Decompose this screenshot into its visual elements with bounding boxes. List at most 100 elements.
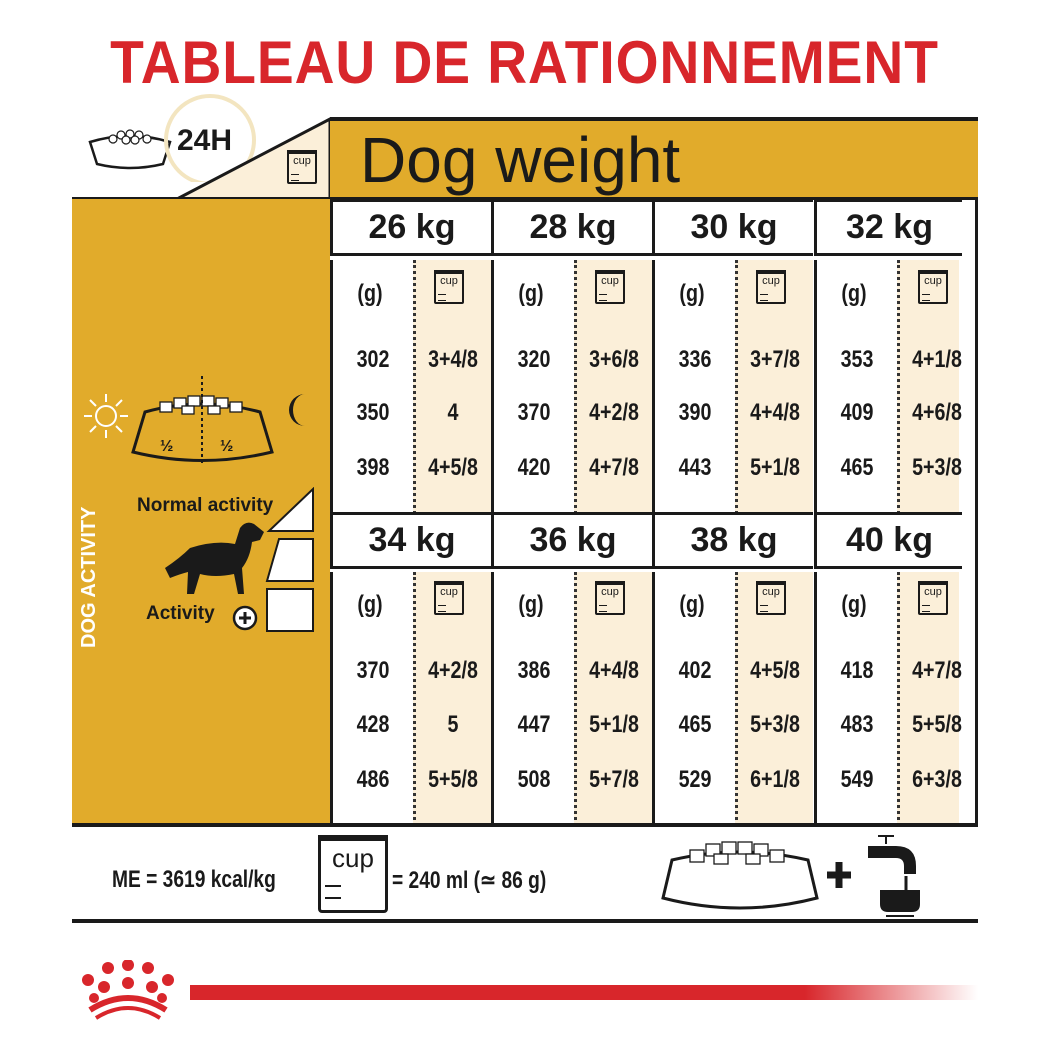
- grams-unit-label: (g): [841, 591, 867, 618]
- grams-value: 420: [517, 454, 551, 481]
- weight-column: [652, 572, 813, 826]
- feeding-instructions-panel: [72, 199, 330, 825]
- dog-weight-title: Dog weight: [360, 124, 681, 196]
- weight-header: 32 kg: [814, 199, 962, 256]
- divider: [72, 919, 978, 923]
- weight-header: 30 kg: [652, 199, 813, 256]
- normal-activity-label: Normal activity: [137, 495, 274, 516]
- cup-icon: cup: [434, 270, 464, 304]
- table-border-right: [975, 199, 978, 825]
- page-title: TABLEAU DE RATIONNEMENT: [110, 29, 939, 96]
- grams-value: 320: [517, 346, 551, 373]
- cups-value: 4+5/8: [750, 657, 800, 684]
- cups-value: 5+1/8: [750, 454, 800, 481]
- brand-bar: [190, 985, 978, 1000]
- weight-column: [814, 572, 959, 826]
- weight-header: 40 kg: [814, 512, 962, 569]
- cups-value: 5: [447, 711, 459, 738]
- cups-value: 4+5/8: [428, 454, 478, 481]
- cup-icon: cup: [595, 270, 625, 304]
- cups-value: 3+4/8: [428, 346, 478, 373]
- grams-value: 370: [517, 399, 551, 426]
- grams-value: 483: [840, 711, 874, 738]
- cups-value: 3+6/8: [589, 346, 639, 373]
- grams-value: 418: [840, 657, 874, 684]
- moon-icon: [289, 394, 305, 426]
- food-bowl-icon: [661, 841, 819, 910]
- clock-icon: [164, 94, 256, 182]
- cups-value: 6+1/8: [750, 766, 800, 793]
- weight-header: 34 kg: [330, 512, 491, 569]
- cup-icon: cup: [756, 270, 786, 304]
- grams-value: 447: [517, 711, 551, 738]
- cups-value: 5+3/8: [750, 711, 800, 738]
- grams-value: 390: [678, 399, 712, 426]
- cups-value: 4+4/8: [589, 657, 639, 684]
- cups-value: 4: [447, 399, 459, 426]
- grams-value: 465: [678, 711, 712, 738]
- plus-icon: [827, 862, 851, 888]
- activity-steps-icon: [265, 487, 314, 632]
- dog-silhouette-icon: [165, 522, 264, 594]
- period-label: 24H: [177, 124, 233, 157]
- plus-circle-icon: [232, 605, 258, 631]
- half-right-label: ½: [220, 438, 234, 455]
- grams-value: 302: [356, 346, 390, 373]
- grams-value: 549: [840, 766, 874, 793]
- grams-value: 336: [678, 346, 712, 373]
- grams-unit-label: (g): [518, 591, 544, 618]
- energy-label: ME = 3619 kcal/kg: [112, 866, 276, 893]
- divider: [72, 823, 978, 827]
- grams-value: 353: [840, 346, 874, 373]
- grams-value: 398: [356, 454, 390, 481]
- cups-value: 3+7/8: [750, 346, 800, 373]
- grams-unit-label: (g): [518, 280, 544, 307]
- weight-header: 28 kg: [491, 199, 652, 256]
- cup-equivalence: = 240 ml (≃ 86 g): [392, 867, 547, 894]
- cups-value: 5+1/8: [589, 711, 639, 738]
- cup-icon: cup: [918, 581, 948, 615]
- grams-value: 428: [356, 711, 390, 738]
- cup-icon: cup: [595, 581, 625, 615]
- grams-unit-label: (g): [679, 280, 705, 307]
- weight-header: 36 kg: [491, 512, 652, 569]
- cups-value: 4+4/8: [750, 399, 800, 426]
- half-left-label: ½: [160, 438, 174, 455]
- cups-value: 4+1/8: [912, 346, 962, 373]
- royal-canin-crown-logo: [82, 960, 174, 1020]
- cups-value: 4+7/8: [912, 657, 962, 684]
- dog-activity-label: DOG ACTIVITY: [78, 506, 100, 648]
- cup-icon: cup: [918, 270, 948, 304]
- activity-plus-label: Activity: [146, 603, 215, 624]
- cup-icon: cup: [287, 150, 317, 184]
- split-bowl-icon: [131, 376, 274, 466]
- grams-value: 486: [356, 766, 390, 793]
- grams-value: 465: [840, 454, 874, 481]
- cup-icon: cup: [756, 581, 786, 615]
- dog-weight-header: Dog weight: [330, 117, 978, 199]
- grams-unit-label: (g): [357, 280, 383, 307]
- cups-value: 4+6/8: [912, 399, 962, 426]
- weight-column: [652, 260, 813, 514]
- cups-value: 5+7/8: [589, 766, 639, 793]
- grams-value: 529: [678, 766, 712, 793]
- grams-value: 508: [517, 766, 551, 793]
- cups-value: 5+5/8: [912, 711, 962, 738]
- grams-value: 402: [678, 657, 712, 684]
- grams-unit-label: (g): [679, 591, 705, 618]
- grams-unit-label: (g): [841, 280, 867, 307]
- cup-icon: cup: [318, 835, 388, 913]
- weight-header: 38 kg: [652, 512, 813, 569]
- weight-column: [491, 572, 652, 826]
- grams-unit-label: (g): [357, 591, 383, 618]
- cups-value: 4+2/8: [428, 657, 478, 684]
- weight-column: [330, 572, 491, 826]
- sun-icon: [84, 394, 128, 438]
- divider: [72, 197, 978, 200]
- cup-icon: cup: [434, 581, 464, 615]
- weight-header: 26 kg: [330, 199, 491, 256]
- cups-value: 5+5/8: [428, 766, 478, 793]
- grams-value: 370: [356, 657, 390, 684]
- grams-value: 386: [517, 657, 551, 684]
- cups-value: 6+3/8: [912, 766, 962, 793]
